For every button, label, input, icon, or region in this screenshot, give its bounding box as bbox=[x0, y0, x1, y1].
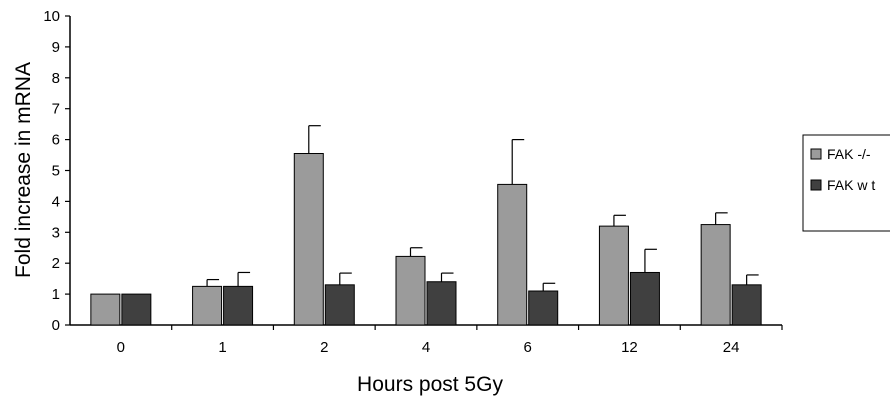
x-axis-title: Hours post 5Gy bbox=[357, 373, 503, 396]
bar-fak-wildtype bbox=[426, 281, 457, 326]
y-tick-label: 9 bbox=[52, 39, 60, 56]
y-axis-title: Fold increase in mRNA bbox=[12, 62, 35, 278]
bar-fak-wildtype bbox=[324, 284, 355, 326]
bar-fak-knockout bbox=[192, 285, 223, 326]
bar-fak-knockout bbox=[90, 293, 121, 326]
legend: FAK -/- FAK w t bbox=[802, 134, 890, 232]
bar-fak-wildtype bbox=[731, 284, 762, 326]
x-tick-label: 4 bbox=[422, 339, 430, 356]
x-tick-label: 0 bbox=[117, 339, 125, 356]
y-tick-label: 5 bbox=[52, 163, 60, 180]
bar-fak-knockout bbox=[598, 225, 629, 326]
bar-fak-knockout bbox=[700, 224, 731, 326]
legend-label-fak-wildtype: FAK w t bbox=[827, 177, 875, 193]
legend-swatch-fak-wildtype bbox=[810, 179, 822, 191]
y-tick-label: 10 bbox=[43, 8, 60, 25]
y-tick-label: 6 bbox=[52, 132, 60, 149]
bars bbox=[90, 153, 762, 326]
error-bars bbox=[206, 125, 759, 292]
y-tick-label: 3 bbox=[52, 224, 60, 241]
y-tick-label: 0 bbox=[52, 317, 60, 334]
x-tick-label: 6 bbox=[524, 339, 532, 356]
bar-fak-wildtype bbox=[629, 271, 660, 326]
x-tick-label: 12 bbox=[621, 339, 638, 356]
axes bbox=[65, 15, 783, 330]
bar-fak-wildtype bbox=[528, 290, 559, 326]
bar-fak-knockout bbox=[497, 183, 528, 326]
bar-fak-wildtype bbox=[121, 293, 152, 326]
legend-swatch-fak-knockout bbox=[810, 148, 822, 160]
bar-fak-wildtype bbox=[223, 285, 254, 326]
x-tick-label: 2 bbox=[320, 339, 328, 356]
legend-label-fak-knockout: FAK -/- bbox=[827, 146, 871, 162]
bar-fak-knockout bbox=[395, 255, 426, 326]
y-tick-label: 1 bbox=[52, 286, 60, 303]
y-tick-label: 7 bbox=[52, 101, 60, 118]
y-tick-label: 4 bbox=[52, 193, 60, 210]
y-tick-label: 2 bbox=[52, 255, 60, 272]
bar-fak-knockout bbox=[293, 153, 324, 326]
x-tick-label: 24 bbox=[723, 339, 740, 356]
x-tick-label: 1 bbox=[218, 339, 226, 356]
y-tick-label: 8 bbox=[52, 70, 60, 87]
